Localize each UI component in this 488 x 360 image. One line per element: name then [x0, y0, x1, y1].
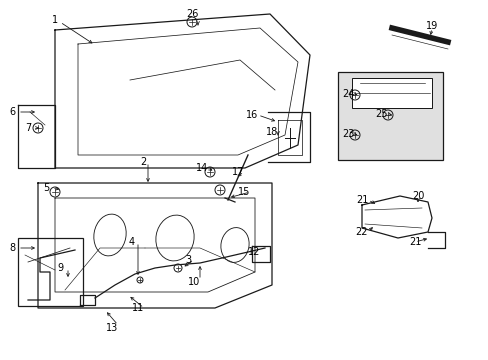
Text: 22: 22 [355, 227, 367, 237]
Text: 16: 16 [245, 110, 258, 120]
Text: 15: 15 [237, 187, 250, 197]
Text: 23: 23 [341, 129, 353, 139]
Text: 21: 21 [355, 195, 367, 205]
Text: 5: 5 [43, 183, 49, 193]
Text: 6: 6 [9, 107, 15, 117]
Text: 1: 1 [52, 15, 58, 25]
Text: 13: 13 [106, 323, 118, 333]
Bar [18, 238, 83, 306]
Text: 17: 17 [231, 167, 244, 177]
Text: 24: 24 [341, 89, 353, 99]
Text: 19: 19 [425, 21, 437, 31]
Text: 21: 21 [408, 237, 420, 247]
Text: 26: 26 [185, 9, 198, 19]
Text: 18: 18 [265, 127, 278, 137]
Text: 2: 2 [140, 157, 146, 167]
Text: 9: 9 [57, 263, 63, 273]
Text: 3: 3 [184, 255, 191, 265]
Text: 14: 14 [196, 163, 208, 173]
Text: 10: 10 [187, 277, 200, 287]
Bar [337, 72, 442, 160]
Text: 11: 11 [132, 303, 144, 313]
Text: 4: 4 [129, 237, 135, 247]
Text: 12: 12 [247, 247, 260, 257]
Text: 20: 20 [411, 191, 423, 201]
Bar [351, 78, 431, 108]
Text: 7: 7 [25, 123, 31, 133]
Text: 8: 8 [9, 243, 15, 253]
Text: 25: 25 [375, 109, 387, 119]
